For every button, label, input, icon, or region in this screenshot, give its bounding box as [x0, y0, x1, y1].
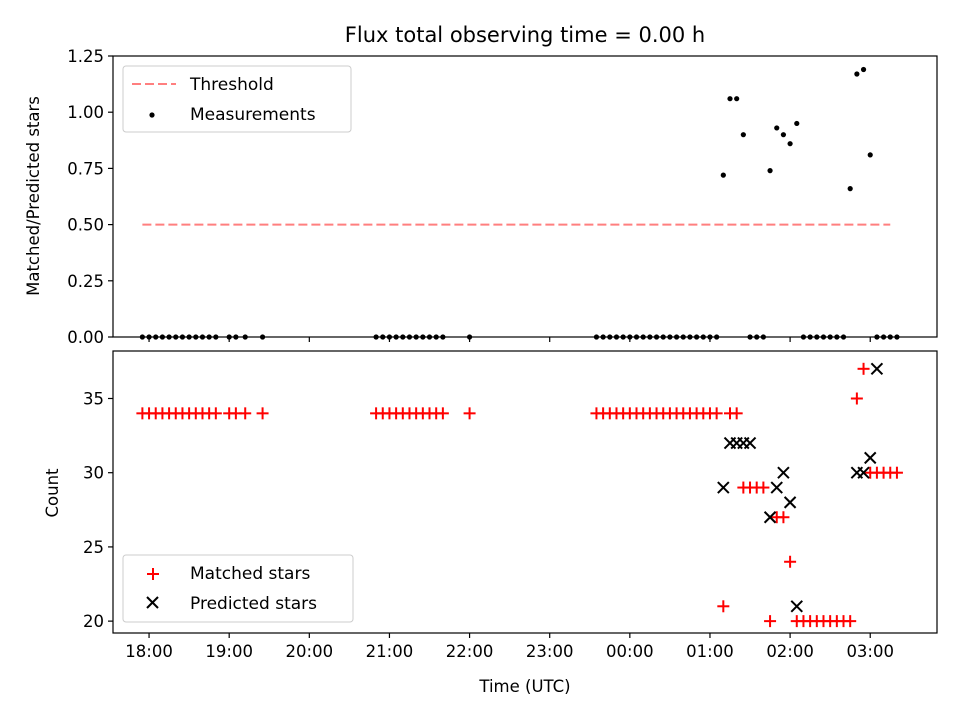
predicted-stars-legend-swatch: [146, 596, 159, 609]
matched-star-point: [890, 466, 903, 479]
measurement-point: [847, 186, 853, 192]
measurement-point: [774, 125, 780, 131]
predicted-star-point: [743, 436, 757, 450]
x-tick-label: 20:00: [286, 642, 334, 661]
top-plot-frame: [112, 55, 938, 338]
y-tick-label: 30: [83, 464, 104, 483]
predicted-stars-legend-label: Predicted stars: [190, 594, 317, 614]
top-chart-title: Flux total observing time = 0.00 h: [345, 23, 705, 47]
y-tick-label: 0.25: [67, 272, 104, 291]
matched-star-point: [764, 615, 777, 628]
measurement-point: [734, 96, 740, 102]
predicted-star-point: [870, 362, 884, 376]
matched-star-point: [239, 407, 252, 420]
y-tick-label: 35: [83, 389, 104, 408]
matched-star-point: [850, 392, 863, 405]
x-tick-label: 18:00: [125, 642, 173, 661]
x-axis-label: Time (UTC): [478, 677, 570, 696]
measurement-point: [780, 132, 787, 138]
bottom-plot-frame: [112, 350, 938, 634]
matched-star-point: [463, 407, 476, 420]
top-legend: Threshold Measurements: [122, 65, 352, 133]
matched-star-point: [209, 407, 222, 420]
x-tick-label: 21:00: [366, 642, 414, 661]
matched-star-point: [757, 481, 770, 494]
matched-star-point: [436, 407, 449, 420]
measurement-point: [767, 168, 773, 174]
predicted-star-point: [763, 511, 777, 524]
measurement-point: [740, 132, 746, 138]
predicted-star-point: [777, 466, 790, 479]
top-panel: Flux total observing time = 0.00 h Match…: [24, 23, 938, 347]
star-count-points: [136, 362, 903, 628]
predicted-star-point: [717, 481, 730, 494]
matched-star-point: [777, 511, 790, 524]
x-tick-label: 01:00: [686, 642, 734, 661]
top-axis-ticks: 0.00 0.25 0.50 0.75 1.00 1.25: [67, 47, 871, 347]
matched-star-point: [717, 600, 730, 613]
measurement-point: [794, 120, 800, 127]
measurements-legend-swatch: [149, 112, 155, 118]
x-tick-label: 00:00: [606, 642, 654, 661]
predicted-star-point: [770, 481, 783, 494]
matched-star-point: [256, 407, 269, 420]
y-tick-label: 0.50: [67, 216, 104, 235]
matched-star-point: [844, 615, 857, 628]
y-tick-label: 1.25: [67, 47, 104, 66]
y-tick-label: 20: [83, 612, 104, 631]
x-tick-label: 03:00: [846, 642, 894, 661]
threshold-legend-label: Threshold: [189, 75, 274, 95]
matched-star-point: [784, 555, 797, 568]
bottom-legend-box: [122, 554, 354, 623]
matched-star-point: [857, 362, 870, 375]
predicted-star-point: [790, 600, 803, 613]
matched-star-point: [730, 407, 743, 420]
measurement-point: [854, 71, 860, 77]
measurement-point: [727, 96, 733, 102]
measurements-legend-label: Measurements: [190, 105, 316, 125]
measurement-point: [720, 172, 726, 178]
x-tick-label: 22:00: [446, 642, 494, 661]
predicted-star-point: [857, 466, 870, 479]
matched-stars-legend-swatch: [147, 568, 159, 580]
x-tick-label: 02:00: [766, 642, 814, 661]
top-y-axis-label: Matched/Predicted stars: [24, 96, 43, 296]
y-tick-label: 0.00: [67, 328, 104, 347]
matched-star-point: [710, 407, 723, 420]
bottom-legend: Matched stars Predicted stars: [122, 554, 354, 623]
y-tick-label: 0.75: [67, 159, 104, 178]
measurement-point: [867, 152, 873, 158]
y-tick-label: 25: [83, 538, 104, 557]
bottom-y-axis-label: Count: [43, 468, 62, 518]
predicted-star-point: [783, 496, 797, 509]
x-tick-label: 23:00: [526, 642, 574, 661]
bottom-axis-ticks: 18:00 19:00 20:00 21:00 22:00 23:00 00:00 01:00…: [83, 389, 894, 661]
y-tick-label: 1.00: [67, 103, 104, 122]
measurement-point: [860, 66, 867, 73]
measurement-point: [787, 141, 793, 147]
predicted-star-point: [864, 451, 877, 465]
x-tick-label: 19:00: [205, 642, 253, 661]
matched-stars-legend-label: Matched stars: [190, 564, 310, 584]
top-legend-box: [122, 65, 352, 133]
bottom-panel: Count Time (UTC) 18:00 19:00 20:00 21:00 22:…: [43, 350, 938, 696]
